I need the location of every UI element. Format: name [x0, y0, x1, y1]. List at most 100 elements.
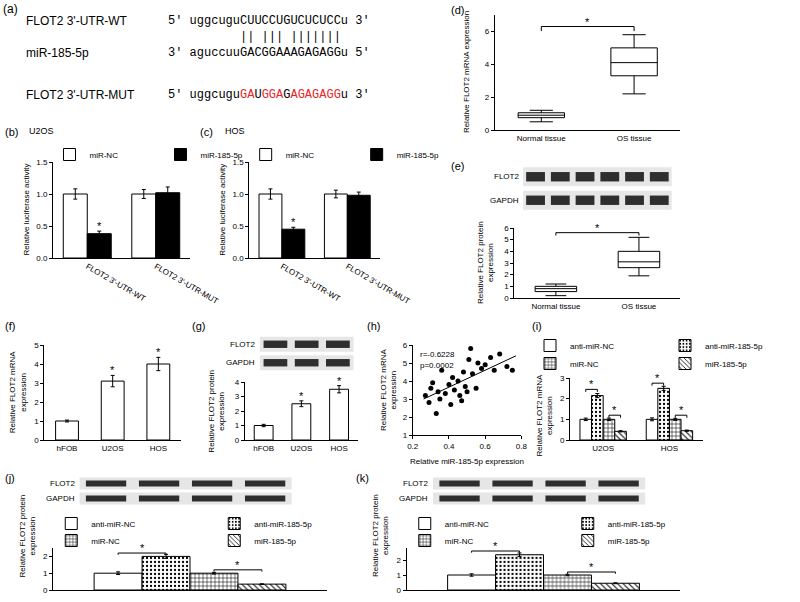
svg-text:GAPDH: GAPDH [490, 196, 519, 205]
svg-text:*: * [337, 375, 342, 387]
svg-text:1: 1 [34, 417, 39, 426]
svg-text:*: * [110, 364, 115, 376]
svg-text:(c): (c) [200, 126, 213, 138]
svg-text:miR-185-5p: miR-185-5p [200, 151, 242, 160]
svg-text:1.0: 1.0 [36, 190, 48, 199]
svg-text:FLOT2 3'-UTR-WT: FLOT2 3'-UTR-WT [84, 262, 147, 304]
svg-text:1: 1 [403, 431, 408, 440]
svg-text:miR-NC: miR-NC [570, 360, 599, 369]
svg-text:*: * [589, 378, 594, 390]
svg-text:1: 1 [504, 282, 509, 291]
svg-text:Normal tissue: Normal tissue [517, 134, 566, 143]
svg-text:*: * [655, 372, 660, 384]
svg-text:hFOB: hFOB [57, 444, 78, 453]
svg-text:2: 2 [485, 93, 490, 102]
svg-text:5: 5 [403, 359, 408, 368]
svg-text:6: 6 [485, 27, 490, 36]
svg-text:*: * [235, 559, 240, 571]
svg-text:0: 0 [504, 294, 509, 303]
svg-text:*: * [679, 404, 684, 416]
svg-text:FLOT2 3'-UTR-WT: FLOT2 3'-UTR-WT [279, 262, 342, 304]
svg-text:2: 2 [235, 407, 240, 416]
svg-text:0.0: 0.0 [232, 254, 244, 263]
svg-text:GAPDH: GAPDH [46, 494, 75, 503]
svg-text:hFOB: hFOB [253, 444, 274, 453]
svg-text:*: * [493, 540, 498, 552]
svg-text:Relative FLOT2 proteinexpressi: Relative FLOT2 proteinexpression [371, 494, 390, 577]
svg-text:2: 2 [504, 270, 509, 279]
svg-text:*: * [612, 404, 617, 416]
svg-text:6: 6 [504, 224, 509, 233]
svg-text:4: 4 [235, 378, 240, 387]
svg-text:miR-185-5p: miR-185-5p [608, 537, 650, 546]
svg-text:0.4: 0.4 [443, 442, 455, 451]
svg-text:OS tissue: OS tissue [617, 134, 652, 143]
svg-text:*: * [97, 220, 102, 232]
svg-text:*: * [156, 346, 161, 358]
svg-text:4: 4 [485, 60, 490, 69]
svg-text:Relative FLOT2 proteinexpressi: Relative FLOT2 proteinexpression [207, 370, 226, 453]
svg-text:HOS: HOS [150, 444, 167, 453]
svg-text:Relative FLOT2 mRNA expression: Relative FLOT2 mRNA expression [462, 11, 471, 133]
svg-text:2: 2 [43, 552, 48, 561]
svg-text:U2OS: U2OS [29, 126, 54, 136]
svg-text:3: 3 [34, 379, 39, 388]
svg-text:miR-NC: miR-NC [89, 151, 118, 160]
svg-text:0: 0 [560, 436, 565, 445]
svg-text:anti-miR-185-5p: anti-miR-185-5p [705, 342, 763, 351]
svg-text:2: 2 [34, 398, 39, 407]
svg-text:GAPDH: GAPDH [226, 358, 255, 367]
svg-text:0: 0 [34, 436, 39, 445]
svg-text:0.5: 0.5 [232, 222, 244, 231]
svg-text:*: * [140, 542, 145, 554]
svg-text:4: 4 [403, 377, 408, 386]
svg-text:(h): (h) [367, 320, 380, 332]
svg-text:miR-185-5p: miR-185-5p [254, 537, 296, 546]
svg-text:GAPDH: GAPDH [399, 494, 428, 503]
svg-text:anti-miR-NC: anti-miR-NC [570, 342, 614, 351]
svg-text:4: 4 [504, 247, 509, 256]
svg-text:1: 1 [235, 421, 240, 430]
svg-text:OS tissue: OS tissue [622, 302, 657, 311]
svg-text:2: 2 [403, 413, 408, 422]
svg-text:miR-NC: miR-NC [445, 537, 474, 546]
svg-text:FLOT2 3'-UTR-MUT: FLOT2 3'-UTR-MUT [153, 262, 220, 306]
svg-text:HOS: HOS [225, 126, 245, 136]
svg-text:Relative FLOT2 mRNAexpression: Relative FLOT2 mRNAexpression [8, 351, 27, 433]
svg-text:HOS: HOS [330, 444, 347, 453]
svg-text:FLOT2: FLOT2 [403, 479, 428, 488]
svg-text:0.5: 0.5 [36, 222, 48, 231]
svg-text:FLOT2: FLOT2 [230, 340, 255, 349]
svg-text:0: 0 [396, 586, 401, 595]
svg-text:anti-miR-NC: anti-miR-NC [91, 520, 135, 529]
svg-text:FLOT2: FLOT2 [494, 172, 519, 181]
svg-text:Relative FLOT2 proteinexpressi: Relative FLOT2 proteinexpression [18, 495, 37, 578]
svg-text:*: * [589, 561, 594, 573]
svg-text:1: 1 [396, 571, 401, 580]
svg-text:anti-miR-185-5p: anti-miR-185-5p [254, 520, 312, 529]
svg-text:(j): (j) [5, 472, 15, 484]
svg-text:r=-0.6228: r=-0.6228 [420, 350, 455, 359]
svg-text:5: 5 [34, 341, 39, 350]
svg-text:miR-185-5p: miR-185-5p [705, 360, 747, 369]
svg-text:0: 0 [235, 436, 240, 445]
svg-text:Normal tissue: Normal tissue [531, 302, 580, 311]
svg-text:U2OS: U2OS [290, 444, 312, 453]
svg-text:0: 0 [43, 586, 48, 595]
svg-text:6: 6 [403, 341, 408, 350]
svg-text:FLOT2: FLOT2 [50, 479, 75, 488]
svg-text:Relative FLOT2 mRNAexpression: Relative FLOT2 mRNAexpression [535, 374, 554, 456]
svg-text:(g): (g) [192, 320, 205, 332]
svg-text:miR-NC: miR-NC [91, 537, 120, 546]
svg-text:(d): (d) [451, 4, 464, 16]
svg-text:Relative FLOT2 proteinexpressi: Relative FLOT2 proteinexpression [476, 221, 495, 304]
svg-text:U2OS: U2OS [102, 444, 124, 453]
svg-text:anti-miR-NC: anti-miR-NC [445, 520, 489, 529]
svg-text:0.8: 0.8 [516, 442, 528, 451]
svg-text:1: 1 [43, 569, 48, 578]
svg-text:1: 1 [560, 415, 565, 424]
svg-text:HOS: HOS [661, 444, 678, 453]
svg-text:(k): (k) [356, 472, 369, 484]
svg-text:3: 3 [403, 395, 408, 404]
svg-text:Relative FLOT2 mRNAexpression: Relative FLOT2 mRNAexpression [379, 349, 398, 431]
